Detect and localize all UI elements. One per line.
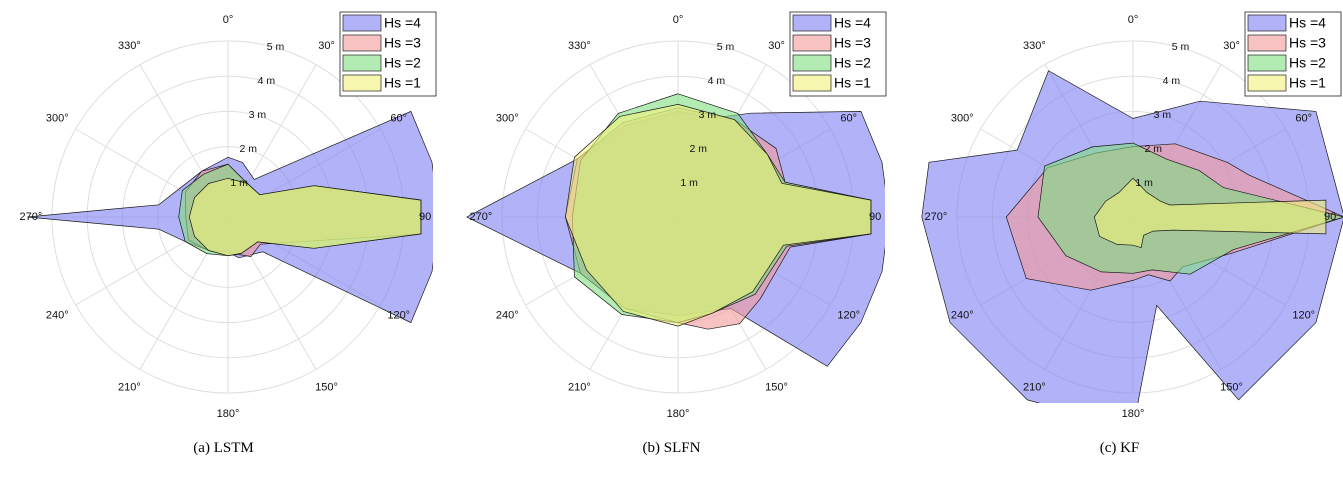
angle-tick-label: 270° xyxy=(469,211,492,223)
legend-label: Hs =3 xyxy=(384,35,421,51)
panel-a: 1 m 2 m 3 m 4 m 5 m 0° 30° 60° 90 120° 150° 180° 210… xyxy=(19,11,437,420)
angle-tick-label: 0° xyxy=(673,14,684,26)
series-area-hs1 xyxy=(565,104,872,327)
radial-tick-label: 4 m xyxy=(708,75,726,87)
series-layer xyxy=(921,70,1343,403)
legend-swatch xyxy=(342,34,382,52)
angle-tick-label: 300° xyxy=(496,112,519,124)
legend: Hs =4 Hs =3 Hs =2 Hs =1 xyxy=(1244,11,1342,97)
angle-tick-label: 60° xyxy=(390,112,407,124)
panel-b: 1 m 2 m 3 m 4 m 5 m 0° 30° 60° 90 120° 150° 180° 210… xyxy=(466,11,887,420)
radial-tick-label: 2 m xyxy=(239,143,257,155)
legend-swatch xyxy=(1247,74,1287,92)
legend-swatch xyxy=(342,74,382,92)
angle-tick-label: 120° xyxy=(387,309,410,321)
legend-label: Hs =2 xyxy=(834,55,871,71)
angle-tick-label: 240° xyxy=(496,309,519,321)
legend-swatch xyxy=(1247,54,1287,72)
radial-tick-label: 5 m xyxy=(717,41,735,53)
radial-tick-label: 4 m xyxy=(258,75,276,87)
legend-swatch xyxy=(1247,14,1287,32)
angle-tick-label: 300° xyxy=(951,112,974,124)
legend-label: Hs =3 xyxy=(1289,35,1326,51)
angle-tick-label: 240° xyxy=(951,309,974,321)
angle-tick-label: 60° xyxy=(1295,112,1312,124)
legend-label: Hs =1 xyxy=(1289,75,1326,91)
angle-tick-label: 180° xyxy=(1122,408,1145,420)
panel-b-caption: (b) SLFN xyxy=(642,440,701,456)
panel-a-caption: (a) LSTM xyxy=(193,440,254,456)
legend-swatch xyxy=(1247,34,1287,52)
angle-tick-label: 90 xyxy=(419,211,431,223)
legend-swatch xyxy=(792,14,832,32)
radial-tick-label: 4 m xyxy=(1163,75,1181,87)
angle-tick-label: 210° xyxy=(1023,382,1046,394)
panel-c: 1 m 2 m 3 m 4 m 5 m 0° 30° 60° 90 120° 150° 180° 210… xyxy=(921,11,1343,420)
series-area-hs1 xyxy=(1093,177,1327,249)
angle-tick-label: 180° xyxy=(667,408,690,420)
angle-tick-label: 150° xyxy=(765,382,788,394)
angle-tick-label: 270° xyxy=(924,211,947,223)
angle-tick-label: 30° xyxy=(768,40,785,52)
angle-tick-label: 30° xyxy=(318,40,335,52)
radial-tick-label: 5 m xyxy=(267,41,285,53)
legend: Hs =4 Hs =3 Hs =2 Hs =1 xyxy=(339,11,437,97)
angle-tick-label: 90 xyxy=(1324,211,1336,223)
legend-label: Hs =4 xyxy=(834,15,871,31)
series-layer xyxy=(27,110,433,324)
angle-tick-label: 150° xyxy=(1220,382,1243,394)
angle-tick-label: 120° xyxy=(1292,309,1315,321)
radial-tick-label: 1 m xyxy=(680,177,698,189)
legend-label: Hs =2 xyxy=(384,55,421,71)
radial-tick-label: 1 m xyxy=(1135,177,1153,189)
legend-label: Hs =4 xyxy=(384,15,421,31)
legend-swatch xyxy=(792,74,832,92)
legend-label: Hs =1 xyxy=(834,75,871,91)
angle-tick-label: 330° xyxy=(118,40,141,52)
radial-tick-label: 5 m xyxy=(1172,41,1190,53)
angle-tick-label: 60° xyxy=(840,112,857,124)
angle-tick-label: 300° xyxy=(46,112,69,124)
legend-swatch xyxy=(792,54,832,72)
radial-tick-label: 2 m xyxy=(1144,143,1162,155)
legend-label: Hs =1 xyxy=(384,75,421,91)
angle-tick-label: 0° xyxy=(1128,14,1139,26)
angle-tick-label: 330° xyxy=(568,40,591,52)
angle-tick-label: 120° xyxy=(837,309,860,321)
legend-swatch xyxy=(342,14,382,32)
panel-c-caption: (c) KF xyxy=(1099,440,1140,456)
radial-tick-label: 2 m xyxy=(689,143,707,155)
legend-swatch xyxy=(792,34,832,52)
radial-tick-label: 3 m xyxy=(699,109,717,121)
legend-label: Hs =2 xyxy=(1289,55,1326,71)
legend-swatch xyxy=(342,54,382,72)
angle-tick-label: 330° xyxy=(1023,40,1046,52)
angle-tick-label: 90 xyxy=(869,211,881,223)
legend-label: Hs =4 xyxy=(1289,15,1326,31)
angle-tick-label: 180° xyxy=(217,408,240,420)
angle-tick-label: 150° xyxy=(315,382,338,394)
legend: Hs =4 Hs =3 Hs =2 Hs =1 xyxy=(789,11,887,97)
series-layer xyxy=(466,93,885,367)
radial-tick-label: 3 m xyxy=(249,109,267,121)
angle-tick-label: 240° xyxy=(46,309,69,321)
angle-tick-label: 30° xyxy=(1223,40,1240,52)
radial-tick-label: 3 m xyxy=(1154,109,1172,121)
angle-tick-label: 270° xyxy=(19,211,42,223)
angle-tick-label: 210° xyxy=(568,382,591,394)
angle-tick-label: 0° xyxy=(223,14,234,26)
radial-tick-label: 1 m xyxy=(230,177,248,189)
series-area-hs1 xyxy=(188,177,422,257)
angle-tick-label: 210° xyxy=(118,382,141,394)
legend-label: Hs =3 xyxy=(834,35,871,51)
